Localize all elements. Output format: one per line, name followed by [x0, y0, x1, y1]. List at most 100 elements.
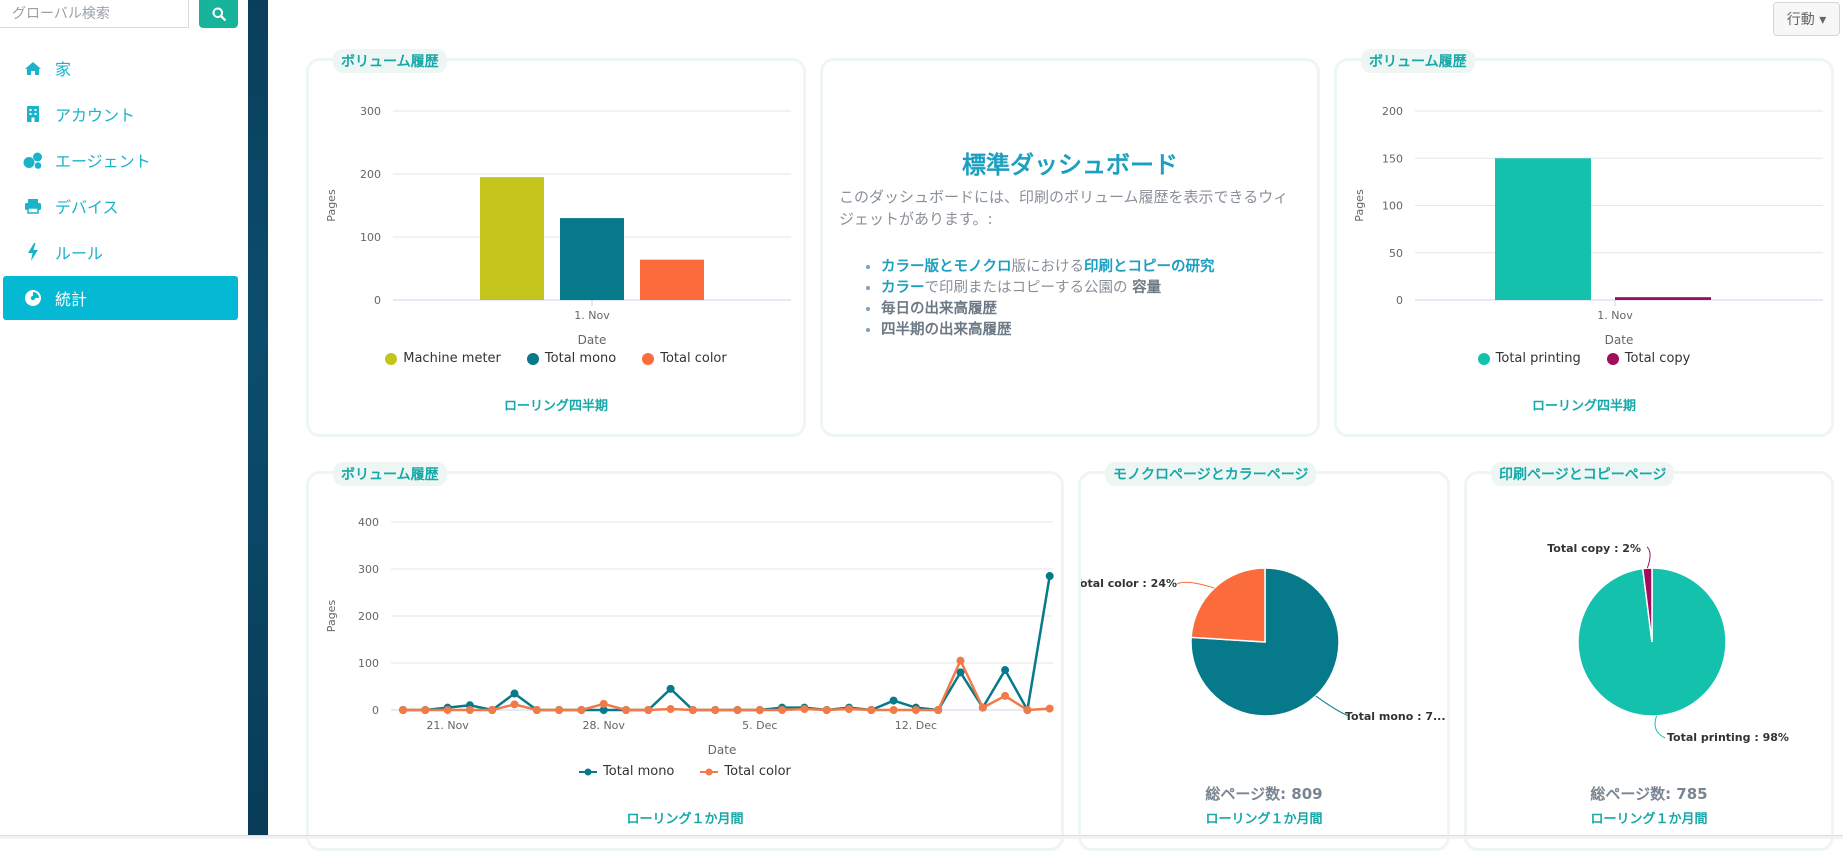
data-point: [822, 706, 831, 714]
search-button[interactable]: [199, 0, 238, 28]
sidebar: 家 アカウント エージェント デバイス ルール 統計: [0, 0, 248, 835]
data-point: [956, 668, 965, 677]
legend-item-machine-meter[interactable]: Machine meter: [385, 351, 501, 366]
mono-color-pie-chart: Total mono : 7... Total color : 24%: [1081, 567, 1446, 723]
list-item-text: カラー: [881, 280, 925, 296]
y-tick-label: 200: [1382, 105, 1403, 118]
legend-label: Machine meter: [403, 351, 501, 366]
legend-marker: [700, 768, 719, 775]
search-box: [0, 0, 189, 28]
y-tick-label: 0: [372, 704, 379, 717]
volume-history-card-quarterly: ボリューム履歴 0 100 200 300 Pages Date 1. Nov Machin…: [306, 49, 806, 437]
sidebar-item-label: 統計: [55, 290, 88, 309]
dashboard-description: このダッシュボードには、印刷のボリューム履歴を表示できるウィジェットがあります。…: [839, 188, 1289, 228]
legend-marker: [385, 352, 398, 365]
card-footer-link[interactable]: ローリング四半期: [503, 399, 608, 414]
legend-item-total-printing[interactable]: Total printing: [1477, 351, 1581, 366]
bar-total-mono: [560, 218, 624, 300]
list-item: 毎日の出来高履歴: [881, 299, 1301, 320]
data-point: [555, 706, 564, 714]
bar-total-copy: [1615, 297, 1711, 300]
print-copy-bar-chart: 0 50 100 150 200 Pages Date 1. Nov: [1353, 105, 1823, 347]
legend-marker: [642, 352, 655, 365]
data-point: [956, 656, 965, 665]
legend-label: Total color: [660, 351, 727, 366]
data-point: [800, 705, 809, 714]
data-point: [399, 706, 407, 714]
card-title: 印刷ページとコピーページ: [1491, 462, 1675, 486]
legend-label: Total printing: [1495, 351, 1581, 366]
list-item-text: モノクロ: [953, 259, 1012, 275]
bar-total-printing: [1495, 158, 1591, 300]
sidebar-item-accounts[interactable]: アカウント: [3, 92, 238, 136]
search-icon: [212, 7, 226, 21]
card-footer-link[interactable]: ローリング１か月間: [1205, 812, 1323, 827]
y-tick-label: 400: [358, 516, 379, 529]
sidebar-item-label: アカウント: [55, 106, 136, 125]
legend-label: Total copy: [1624, 351, 1691, 366]
sidebar-item-statistics[interactable]: 統計: [3, 276, 238, 320]
card-footer-link[interactable]: ローリング１か月間: [1590, 812, 1708, 827]
decorative-stripe: [248, 0, 268, 835]
search-input[interactable]: [0, 0, 188, 27]
data-point: [421, 706, 430, 714]
data-point: [666, 684, 675, 693]
legend-item-total-color[interactable]: Total color: [642, 351, 727, 366]
data-point: [1001, 666, 1010, 675]
sidebar-item-devices[interactable]: デバイス: [3, 184, 238, 228]
y-axis-label: Pages: [1353, 189, 1366, 222]
legend-item-total-mono[interactable]: Total mono: [579, 764, 674, 779]
y-tick-label: 100: [360, 231, 381, 244]
pie-connector: [1654, 715, 1666, 739]
y-axis-label: Pages: [325, 600, 338, 633]
data-point: [889, 696, 898, 705]
standard-dashboard-info-card: 標準ダッシュボード このダッシュボードには、印刷のボリューム履歴を表示できるウィ…: [820, 58, 1320, 437]
total-pages-count: 総ページ数: 809: [1205, 785, 1323, 803]
bolt-icon: [21, 243, 45, 261]
list-item-text: と: [939, 259, 954, 275]
mono-color-pages-card: モノクロページとカラーページ Total mono : 7... Total co…: [1078, 462, 1450, 851]
dashboard-title: 標準ダッシュボード: [962, 151, 1178, 179]
y-tick-label: 100: [358, 657, 379, 670]
list-item-text: 版における: [1011, 259, 1085, 275]
data-point: [978, 703, 987, 712]
data-point: [666, 705, 675, 714]
legend-item-total-color[interactable]: Total color: [700, 764, 791, 779]
sidebar-item-rules[interactable]: ルール: [3, 230, 238, 274]
data-point: [889, 706, 898, 714]
volume-history-card-print-copy: ボリューム履歴 0 50 100 150 200 Pages Date 1. Nov Tota…: [1334, 49, 1834, 437]
card-footer-link[interactable]: ローリング１か月間: [626, 812, 744, 827]
card-title: ボリューム履歴: [333, 462, 447, 486]
x-tick-label: 28. Nov: [582, 719, 625, 732]
sidebar-item-label: 家: [55, 60, 72, 79]
total-pages-count: 総ページ数: 785: [1590, 785, 1708, 803]
legend-label: Total mono: [544, 351, 617, 366]
volume-history-card-monthly: ボリューム履歴 0 100 200 300 400 Pages Date 21. Nov 28.…: [306, 462, 1064, 851]
data-point: [778, 706, 787, 714]
sidebar-item-home[interactable]: 家: [3, 46, 238, 90]
data-point: [599, 699, 608, 708]
data-point: [510, 700, 519, 709]
bar-total-color: [640, 259, 704, 300]
x-axis-label: Date: [1605, 333, 1634, 347]
legend-item-total-copy[interactable]: Total copy: [1606, 351, 1691, 366]
data-point: [934, 706, 943, 714]
actions-dropdown-button[interactable]: 行動 ▾: [1773, 2, 1840, 36]
data-point: [599, 706, 608, 714]
volume-line-chart: 0 100 200 300 400 Pages Date 21. Nov 28. Nov 5. D…: [325, 516, 1054, 757]
sidebar-item-agents[interactable]: エージェント: [3, 138, 238, 182]
data-point: [532, 706, 541, 714]
list-item-text: カラー版: [881, 259, 939, 275]
pie-slice: [1641, 567, 1653, 643]
y-tick-label: 100: [1382, 200, 1403, 213]
y-tick-label: 200: [360, 168, 381, 181]
card-footer-link[interactable]: ローリング四半期: [1531, 399, 1636, 414]
data-point: [510, 689, 519, 698]
data-point: [443, 706, 452, 714]
data-point: [577, 706, 586, 714]
pie-label: Total mono : 7...: [1345, 710, 1446, 723]
list-item-text: と: [1113, 259, 1128, 275]
legend-item-total-mono[interactable]: Total mono: [526, 351, 617, 366]
volume-bar-chart: 0 100 200 300 Pages Date 1. Nov: [325, 105, 791, 347]
data-point: [465, 706, 474, 714]
